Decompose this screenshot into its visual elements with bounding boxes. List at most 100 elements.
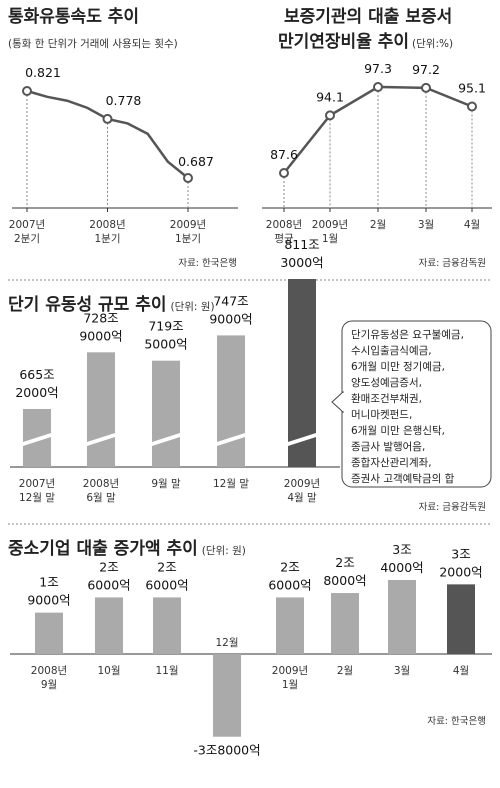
chart1-x-tick-label: 2008년 — [89, 219, 125, 231]
chart3-note-line: 머니마켓펀드, — [351, 409, 412, 421]
chart4-x-tick-label: 4월 — [453, 665, 469, 677]
chart1-x-tick-label: 1분기 — [94, 233, 120, 245]
chart4-plot: 1조 9000억 2008년 9월 2조 6000억 10월 2조 6000억 11월 -3조800… — [10, 542, 492, 758]
chart2-x-tick-label: 2008년 — [266, 219, 302, 231]
chart3-axis-break-mark — [288, 433, 316, 446]
chart3-bar — [152, 360, 180, 467]
chart1-x-tick-label: 2분기 — [14, 233, 40, 245]
chart1-point — [22, 86, 32, 96]
chart3-value-label: 5000억 — [144, 337, 187, 352]
chart1-x-tick-label: 2007년 — [9, 219, 45, 231]
chart4-title-row: 중소기업 대출 증가액 추이 (단위: 원) — [8, 539, 246, 559]
chart3-value-label: 3000억 — [280, 255, 323, 270]
chart1-plot: 0.821 2007년 2분기 0.778 2008년 1분기 0.687 2009년 1분기 — [9, 65, 238, 245]
chart4-unit: (단위: 원) — [202, 544, 246, 557]
chart3-value-label: 728조 — [83, 310, 118, 325]
chart4-value-label: 2조 — [157, 559, 176, 574]
chart4-value-label: 3조 — [392, 542, 411, 557]
chart3-x-tick-label: 9월 말 — [151, 478, 181, 490]
chart3-value-label: 811조 — [284, 237, 319, 252]
chart3-note-line: 증권사 고객예탁금의 합 — [351, 472, 455, 485]
chart3-note-line: 단기유동성은 요구불예금, — [351, 328, 464, 341]
chart3-x-tick-label: 2008년 — [83, 478, 119, 490]
chart1-value-label: 0.821 — [25, 65, 61, 80]
chart3-source: 자료: 금융감독원 — [419, 501, 486, 513]
chart4-value-label: 3조 — [451, 546, 470, 561]
chart3-note-line: 6개월 미만 은행신탁, — [351, 425, 445, 437]
chart4-x-tick-label: 12월 — [215, 637, 238, 649]
chart3-value-label: 9000억 — [79, 328, 122, 343]
chart3-value-label: 747조 — [213, 293, 248, 308]
chart1-x-tick-label: 1분기 — [175, 233, 201, 245]
chart4-bar — [35, 612, 63, 654]
chart1-title: 통화유통속도 추이 — [8, 7, 139, 27]
chart2-title-line2-text: 만기연장비율 추이 — [278, 32, 409, 52]
chart4-x-tick-label: 3월 — [394, 665, 410, 677]
chart4-x-tick-label: 2월 — [337, 665, 353, 677]
chart2-x-tick-label: 2월 — [370, 219, 386, 231]
chart1-x-tick-label: 2009년 — [170, 219, 206, 231]
chart2-title-line2: 만기연장비율 추이 (단위:%) — [278, 32, 453, 52]
chart2-point — [325, 110, 335, 121]
chart2-value-label: 87.6 — [270, 147, 298, 162]
chart3-value-label: 2000억 — [15, 385, 58, 400]
chart4-bar — [388, 580, 416, 654]
chart4-value-label: 4000억 — [380, 560, 423, 575]
chart4-value-label: 6000억 — [145, 577, 188, 592]
chart3-plot: 665조 2000억 2007년 12월 말 728조 9000억 2008년 6월 말 719… — [10, 237, 492, 504]
chart2-x-tick-label: 4월 — [464, 219, 480, 231]
chart3-x-tick-label: 12월 말 — [213, 478, 249, 490]
chart4-x-tick-label: 2009년 — [272, 665, 308, 677]
chart2-x-tick-label: 2009년 — [312, 219, 348, 231]
chart3-x-tick-label: 6월 말 — [86, 492, 116, 504]
chart1-subtitle: (통화 한 단위가 거래에 사용되는 횟수) — [8, 37, 178, 50]
chart2-title-line1: 보증기관의 대출 보증서 — [284, 7, 452, 27]
chart4-value-label: 2조 — [335, 555, 354, 570]
chart4-x-tick-label: 10월 — [97, 665, 120, 677]
chart3-x-tick-label: 2009년 — [284, 478, 320, 490]
chart3-axis-break-mark — [152, 433, 180, 446]
chart2-value-label: 97.3 — [364, 61, 392, 76]
chart1-point — [102, 113, 113, 124]
chart4-bar — [95, 597, 123, 654]
chart4-bar — [213, 654, 241, 737]
chart3-axis-break-mark — [217, 433, 245, 446]
chart4-x-tick-label: 1월 — [282, 679, 298, 691]
chart3-x-tick-label: 2007년 — [19, 478, 55, 490]
chart3-title: 단기 유동성 규모 추이 — [8, 295, 167, 315]
chart3-unit: (단위: 원) — [171, 300, 215, 313]
chart2-point — [373, 82, 383, 92]
chart2-value-label: 95.1 — [458, 81, 486, 96]
chart3-title-row: 단기 유동성 규모 추이 (단위: 원) — [8, 295, 215, 315]
chart1-source: 자료: 한국은행 — [178, 257, 237, 269]
chart4-bar — [153, 597, 181, 654]
chart4-source: 자료: 한국은행 — [427, 715, 486, 727]
chart2-point — [279, 168, 289, 178]
chart3-x-tick-label: 12월 말 — [19, 492, 55, 504]
chart4-value-label: 2조 — [280, 559, 299, 574]
chart1-value-label: 0.687 — [178, 154, 214, 169]
chart3-value-label: 665조 — [19, 367, 54, 382]
chart3-note-line: 환매조건부채권, — [351, 393, 422, 405]
chart4-value-label: 6000억 — [268, 577, 311, 592]
chart4-value-label: 8000억 — [323, 573, 366, 588]
chart4-title: 중소기업 대출 증가액 추이 — [8, 539, 198, 559]
chart3-value-label: 719조 — [148, 319, 183, 334]
chart3-bar — [217, 335, 245, 467]
chart3-note-line: 종합자산관리계좌, — [351, 457, 432, 469]
chart2-value-label: 97.2 — [412, 62, 440, 77]
chart4-value-label: 9000억 — [27, 593, 70, 608]
chart3-value-label: 9000억 — [209, 311, 252, 326]
chart4-value-label: -3조8000억 — [193, 743, 260, 758]
chart3-note-line: 6개월 미만 정기예금, — [351, 360, 445, 373]
chart4-value-label: 2000억 — [439, 564, 482, 579]
chart2-x-tick-label: 1월 — [322, 233, 338, 245]
chart4-x-tick-label: 9월 — [41, 679, 57, 691]
chart2-x-tick-label: 3월 — [418, 219, 434, 231]
chart2-x-tick-label: 평균 — [274, 233, 294, 245]
chart3-bar — [87, 352, 115, 467]
chart4-bar — [331, 593, 359, 654]
chart4-bar — [276, 597, 304, 654]
